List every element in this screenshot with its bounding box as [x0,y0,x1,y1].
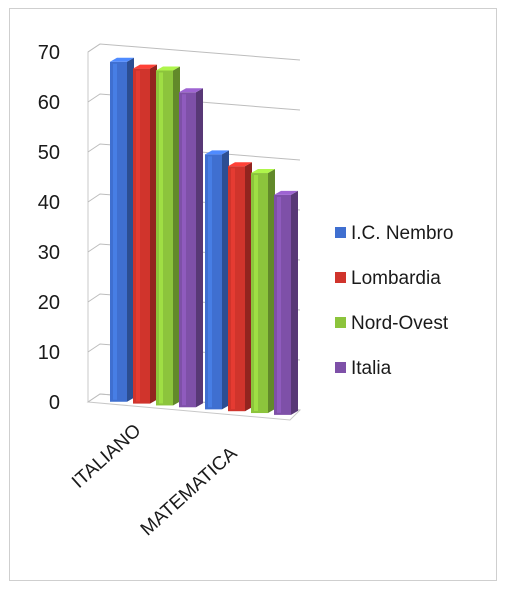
y-tick-label: 30 [38,242,60,264]
gridline [87,43,301,61]
bar-highlight [136,70,140,402]
bar [251,169,275,414]
category-label: MATEMATICA [137,443,242,540]
bar-side [173,66,180,406]
legend-label: Nord-Ovest [351,313,449,334]
y-tick-label: 20 [38,292,60,314]
legend-item: I.C. Nembro [335,223,453,244]
bar-side [150,64,157,404]
bar-front [251,173,268,414]
bar-front [228,166,245,412]
bar-top [251,169,275,174]
legend-label: Lombardia [351,268,441,289]
bar-side [127,57,134,402]
bar [133,64,157,404]
bar-front [205,154,222,410]
bar-side [245,162,252,412]
legend-label: Italia [351,358,392,379]
y-axis-ticks: 0 10 20 30 40 50 60 70 [38,42,60,414]
bar-front [156,70,173,406]
legend-swatch [335,272,346,283]
y-tick-label: 50 [38,142,60,164]
bar-side [268,169,275,414]
y-tick-label: 70 [38,42,60,64]
bar-highlight [182,94,186,406]
bar-highlight [208,156,212,408]
bar-side [196,88,203,408]
bar [110,57,134,402]
bar-top [110,57,134,62]
legend-item: Italia [335,358,392,379]
bar [228,162,252,412]
bar-top [274,190,298,195]
bar-highlight [254,175,258,412]
bar-highlight [231,168,235,410]
gridline [87,143,301,161]
bar [205,150,229,410]
bar [179,88,203,408]
bar [274,190,298,415]
y-tick-label: 10 [38,342,60,364]
bar-side [291,190,298,415]
legend-item: Lombardia [335,268,441,289]
bar-front [133,68,150,404]
bar-front [274,194,291,415]
bar-top [179,88,203,93]
bar-top [133,64,157,69]
bars [110,57,298,415]
bar-highlight [277,196,281,413]
bar [156,66,180,406]
y-tick-label: 0 [49,392,60,414]
bar-top [228,162,252,167]
legend-swatch [335,227,346,238]
legend-swatch [335,362,346,373]
bar-highlight [159,72,163,404]
legend: I.C. Nembro Lombardia Nord-Ovest Italia [335,223,453,379]
bar-highlight [113,63,117,400]
category-label: ITALIANO [68,420,145,493]
legend-label: I.C. Nembro [351,223,453,244]
bar-top [205,150,229,155]
bar-side [222,150,229,410]
legend-item: Nord-Ovest [335,313,449,334]
bar-top [156,66,180,71]
bar-front [179,92,196,408]
bar-front [110,61,127,402]
legend-swatch [335,317,346,328]
y-tick-label: 60 [38,92,60,114]
y-tick-label: 40 [38,192,60,214]
gridline [87,93,301,111]
